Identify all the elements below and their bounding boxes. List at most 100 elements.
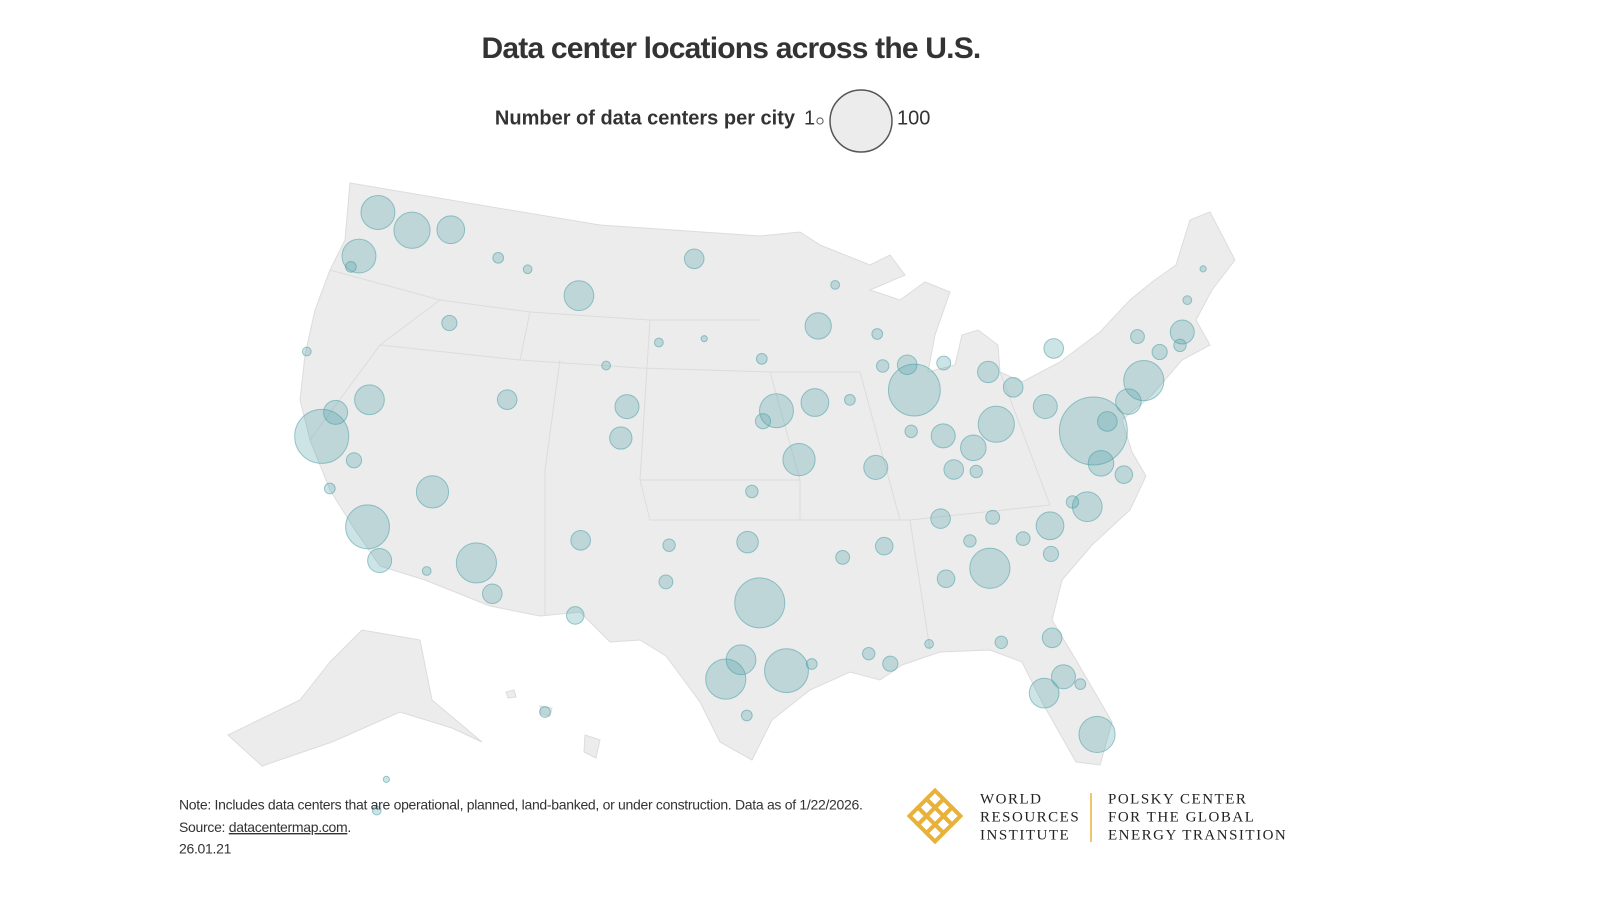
data-center-bubble xyxy=(930,423,956,449)
date: 26.01.21 xyxy=(179,841,232,857)
data-center-bubble xyxy=(994,635,1008,649)
data-center-bubble xyxy=(700,335,708,343)
data-center-bubble xyxy=(354,384,385,416)
legend-title: Number of data centers per city xyxy=(495,107,796,129)
data-center-bubble xyxy=(455,542,498,584)
data-center-bubble xyxy=(441,314,458,332)
wri-logo-text: WORLD xyxy=(980,791,1043,807)
polsky-logo-text: FOR THE GLOBAL xyxy=(1108,809,1255,825)
data-center-bubble xyxy=(1173,338,1187,353)
data-center-bubble xyxy=(570,530,591,551)
data-center-bubble xyxy=(963,534,977,548)
data-center-bubble xyxy=(782,443,816,477)
data-center-bubble xyxy=(1035,511,1065,541)
data-center-bubble xyxy=(345,260,357,273)
bubbles xyxy=(294,194,1207,816)
data-center-bubble xyxy=(323,399,349,425)
data-center-bubble xyxy=(804,312,832,340)
legend-min-circle xyxy=(816,117,824,125)
legend-min-label: 1 xyxy=(804,107,815,129)
data-center-bubble xyxy=(736,530,759,554)
wri-logo-text: INSTITUTE xyxy=(980,827,1070,843)
data-center-bubble xyxy=(1115,388,1142,415)
data-center-bubble xyxy=(943,459,965,480)
data-center-bubble xyxy=(835,549,851,565)
data-center-bubble xyxy=(755,352,768,365)
data-center-bubble xyxy=(863,454,889,480)
alaska xyxy=(227,629,483,767)
data-center-bubble xyxy=(1151,343,1168,361)
data-center-bubble xyxy=(1042,545,1060,563)
data-center-bubble xyxy=(1130,329,1145,345)
data-center-bubble xyxy=(1114,465,1134,484)
map-land xyxy=(227,182,1236,767)
source-end: . xyxy=(347,819,351,835)
data-center-bubble xyxy=(969,547,1011,589)
data-center-bubble xyxy=(481,583,503,605)
data-center-bubble xyxy=(341,238,377,274)
hawaii xyxy=(505,689,601,759)
data-center-bubble xyxy=(566,606,585,625)
data-center-bubble xyxy=(1182,295,1193,306)
data-center-bubble xyxy=(1123,359,1165,402)
source-link[interactable]: datacentermap.com xyxy=(229,819,348,835)
data-center-bubble xyxy=(745,484,759,499)
data-center-bubble xyxy=(985,509,1001,525)
data-center-bubble xyxy=(977,360,1000,384)
data-center-bubble xyxy=(930,508,951,529)
data-center-bubble xyxy=(800,388,830,417)
data-center-bubble xyxy=(1050,664,1076,690)
data-center-bubble xyxy=(740,709,753,722)
data-center-bubble xyxy=(758,393,794,429)
data-center-bubble xyxy=(960,434,987,462)
data-center-bubble xyxy=(1002,377,1024,398)
data-center-bubble xyxy=(754,413,772,430)
polsky-logo-text: ENERGY TRANSITION xyxy=(1108,827,1287,843)
wri-logo-icon xyxy=(906,787,964,845)
data-center-bubble xyxy=(977,405,1015,443)
data-center-bubble xyxy=(1071,491,1103,523)
data-center-bubble xyxy=(415,475,450,509)
data-center-bubble xyxy=(360,194,396,230)
data-center-bubble xyxy=(1087,450,1115,477)
data-center-bubble xyxy=(1078,715,1116,753)
data-center-bubble xyxy=(904,424,918,439)
data-center-bubble xyxy=(969,464,983,479)
note: Note: Includes data centers that are ope… xyxy=(179,797,863,813)
data-center-bubble xyxy=(1041,627,1063,649)
data-center-bubble xyxy=(1074,678,1087,690)
data-center-bubble xyxy=(1169,319,1195,345)
data-center-bubble xyxy=(367,548,393,574)
data-center-bubble xyxy=(1043,338,1065,359)
data-center-bubble xyxy=(844,394,856,406)
polsky-logo-text: POLSKY CENTER xyxy=(1108,791,1247,807)
data-center-bubble xyxy=(874,536,894,556)
data-center-bubble xyxy=(662,538,676,552)
data-center-bubble xyxy=(1199,265,1207,273)
data-center-bubble xyxy=(882,655,899,672)
data-center-bubble xyxy=(936,355,952,371)
data-center-bubble xyxy=(1058,396,1128,466)
data-center-bubble xyxy=(382,775,390,783)
data-center-bubble xyxy=(609,426,633,450)
data-center-bubble xyxy=(871,328,884,340)
data-center-bubble xyxy=(764,648,809,694)
data-center-bubble xyxy=(601,360,611,371)
data-center-bubble xyxy=(522,264,533,275)
data-center-bubble xyxy=(436,215,466,245)
data-center-bubble xyxy=(896,354,918,376)
chart-title: Data center locations across the U.S. xyxy=(482,32,981,65)
data-center-bubble xyxy=(294,408,350,464)
data-center-bubble xyxy=(875,359,890,373)
data-center-bubble xyxy=(725,644,757,676)
data-center-bubble xyxy=(658,574,674,590)
data-center-bubble xyxy=(323,482,336,495)
data-center-bubble xyxy=(563,280,595,312)
data-center-bubble xyxy=(421,566,432,576)
source-label: Source: xyxy=(179,819,229,835)
data-center-bubble xyxy=(1097,411,1118,432)
data-center-bubble xyxy=(345,504,390,550)
data-center-bubble xyxy=(887,363,941,417)
data-center-bubble xyxy=(371,805,382,816)
data-center-bubble xyxy=(1015,531,1031,547)
